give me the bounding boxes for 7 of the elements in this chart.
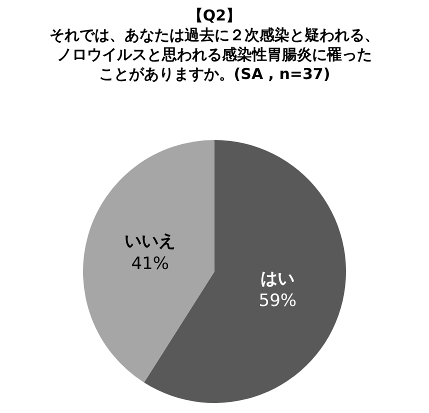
pie-slice (83, 140, 214, 383)
chart-subtitle: それでは、あなたは過去に２次感染と疑われる、ノロウイルスと思われる感染性胃腸炎に罹ったことがありますか。(SA , n=37) (50, 26, 380, 84)
data-label: 59% (258, 290, 297, 311)
chart-title: 【Q2】 (188, 6, 242, 25)
data-label: 41% (131, 254, 169, 274)
slice-label: はい (260, 268, 295, 289)
slice-label: いいえ (124, 232, 176, 252)
